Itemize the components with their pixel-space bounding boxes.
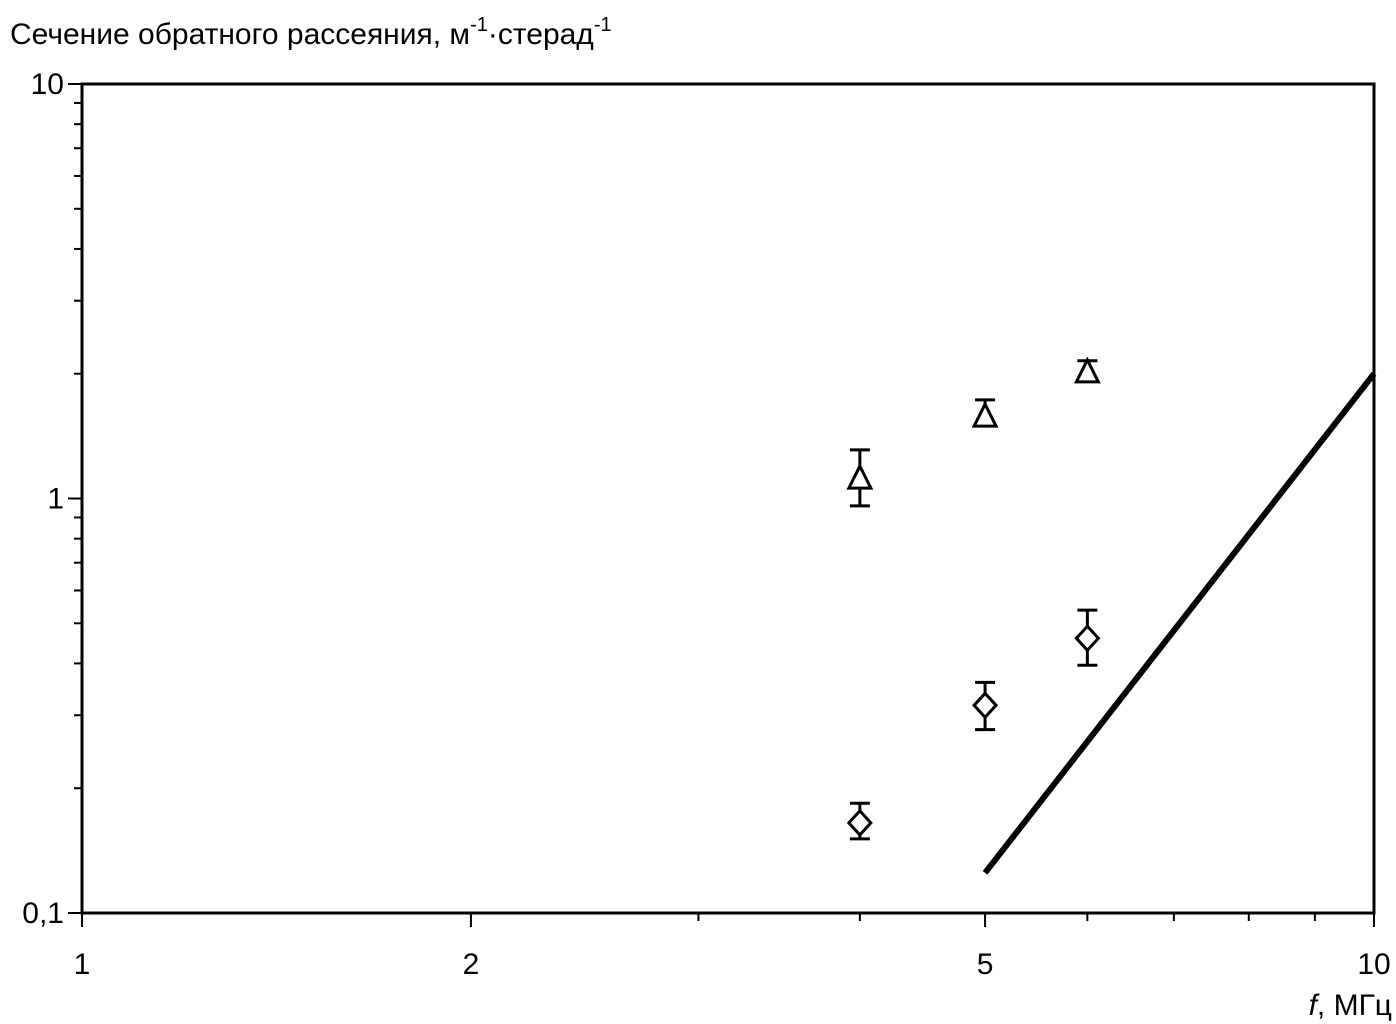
axis-ticks xyxy=(68,83,1375,927)
x-tick-label: 10 xyxy=(1357,948,1390,981)
triangle-point xyxy=(846,462,874,490)
triangle-point xyxy=(971,400,999,428)
diamond-point xyxy=(972,691,999,720)
triangle-point xyxy=(1073,356,1101,384)
x-axis-title-unit: , МГц xyxy=(1317,989,1392,1022)
x-axis-title-var: f xyxy=(1309,989,1320,1022)
y-axis-title: Сечение обратного рассеяния, м-1·стерад-… xyxy=(10,14,612,51)
y-axis-title-main: Сечение обратного рассеяния, м xyxy=(10,18,470,51)
model-line xyxy=(982,371,1377,875)
x-tick-label: 1 xyxy=(74,948,91,981)
plot-frame xyxy=(80,82,1376,915)
axis-tick-labels: 1 2 5 10 0,1 1 10 xyxy=(22,68,1390,981)
diamond-point xyxy=(1074,624,1101,653)
x-tick-label: 5 xyxy=(977,948,994,981)
y-tick-label: 10 xyxy=(31,68,64,101)
data-marks xyxy=(846,356,1377,875)
x-axis-title: f, МГц xyxy=(1309,989,1392,1022)
y-axis-title-sup1: -1 xyxy=(470,14,488,36)
y-tick-label: 0,1 xyxy=(22,897,64,930)
diamond-point xyxy=(846,808,873,838)
y-axis-title-mid: ·стерад xyxy=(488,18,594,51)
y-tick-label: 1 xyxy=(47,483,64,516)
y-axis-title-sup2: -1 xyxy=(594,14,612,36)
x-tick-label: 2 xyxy=(463,948,480,981)
